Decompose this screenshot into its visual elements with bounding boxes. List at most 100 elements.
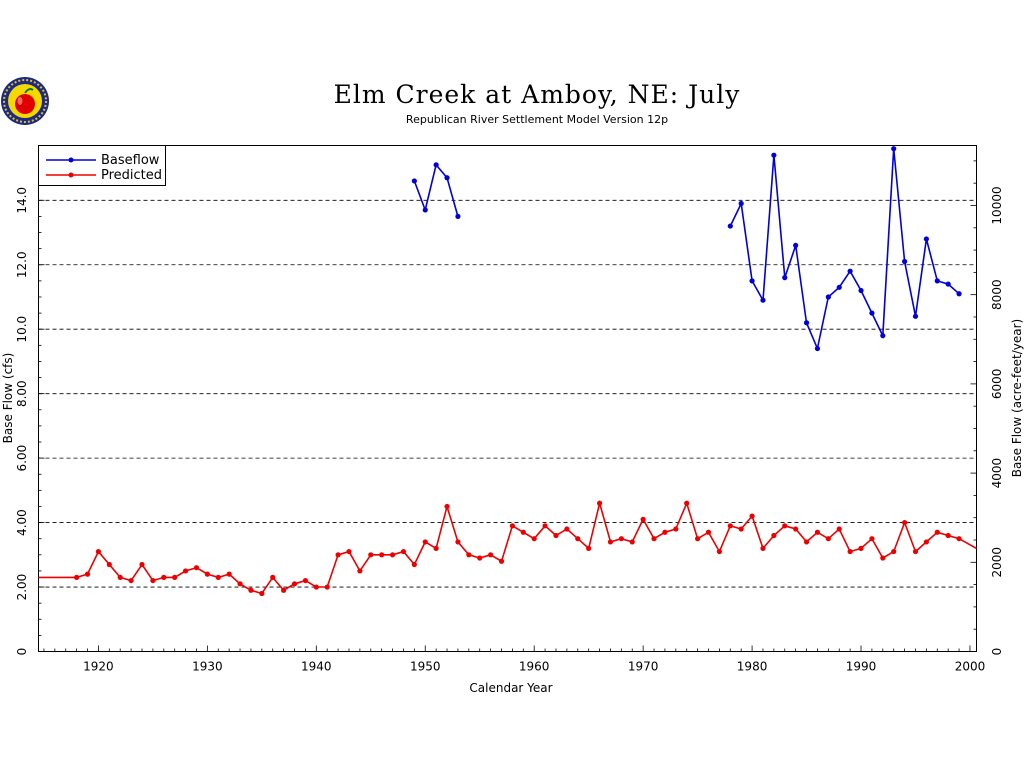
x-tick-label: 2000 — [955, 660, 986, 674]
data-point-baseflow — [782, 275, 788, 281]
data-point-predicted — [95, 548, 102, 555]
grid-lines — [38, 199, 977, 588]
y-axis-right: 0 2000 4000 6000 8000 10000 — [970, 160, 1004, 655]
data-point-predicted — [695, 536, 701, 542]
data-point-predicted — [335, 552, 341, 558]
data-point-predicted — [880, 555, 886, 561]
chart-title: Elm Creek at Amboy, NE: July — [334, 80, 741, 109]
y-tick-label: 14.0 — [15, 187, 29, 214]
data-point-baseflow — [411, 178, 417, 184]
data-point-predicted — [226, 571, 232, 577]
data-point-baseflow — [814, 345, 821, 352]
legend: Baseflow Predicted — [38, 145, 166, 186]
x-tick-label: 1920 — [83, 660, 114, 674]
data-point-predicted — [302, 577, 309, 584]
data-point-predicted — [891, 548, 897, 555]
data-point-predicted — [368, 552, 374, 558]
data-point-predicted — [793, 526, 799, 532]
data-point-predicted — [433, 545, 439, 551]
data-point-baseflow — [901, 258, 908, 265]
data-point-predicted — [411, 561, 417, 568]
data-point-predicted — [651, 536, 657, 542]
data-point-predicted — [150, 577, 156, 584]
data-point-predicted — [291, 581, 298, 587]
legend-label-baseflow: Baseflow — [101, 153, 160, 168]
data-point-predicted — [128, 577, 134, 584]
data-point-predicted — [738, 526, 744, 532]
y2-tick-label: 8000 — [990, 279, 1004, 310]
data-point-predicted — [422, 539, 428, 545]
data-point-baseflow — [455, 213, 461, 220]
legend-marker-predicted — [68, 172, 74, 178]
data-point-predicted — [389, 552, 396, 558]
data-point-predicted — [716, 548, 722, 555]
data-point-baseflow — [869, 310, 875, 316]
data-point-predicted — [324, 584, 330, 590]
data-point-baseflow — [825, 294, 831, 300]
data-point-predicted — [455, 539, 461, 545]
data-point-predicted — [869, 536, 875, 542]
data-point-predicted — [139, 561, 145, 568]
data-point-predicted — [814, 529, 821, 535]
data-point-predicted — [858, 545, 864, 551]
legend-label-predicted: Predicted — [101, 168, 162, 183]
data-point-predicted — [923, 539, 929, 545]
data-point-baseflow — [912, 313, 919, 319]
chart-subtitle: Republican River Settlement Model Versio… — [406, 113, 668, 126]
data-point-baseflow — [444, 175, 450, 181]
data-point-predicted — [901, 519, 908, 526]
data-point-predicted — [727, 523, 733, 529]
data-point-predicted — [618, 536, 624, 542]
series-baseflow — [411, 146, 962, 352]
data-point-predicted — [553, 532, 559, 539]
data-point-predicted — [629, 539, 635, 545]
series-predicted — [38, 500, 977, 597]
data-point-predicted — [531, 536, 537, 542]
data-point-predicted — [477, 555, 483, 561]
data-point-predicted — [749, 513, 755, 519]
data-point-baseflow — [880, 333, 886, 339]
data-point-predicted — [847, 548, 853, 555]
data-point-predicted — [74, 574, 80, 580]
data-point-predicted — [106, 561, 112, 568]
y-tick-label: 4.00 — [15, 509, 29, 536]
data-point-predicted — [912, 548, 919, 555]
data-point-baseflow — [793, 242, 799, 249]
data-point-baseflow — [771, 152, 777, 158]
data-point-predicted — [270, 574, 276, 580]
data-point-predicted — [934, 529, 940, 535]
data-point-predicted — [705, 529, 712, 535]
data-point-predicted — [281, 587, 287, 593]
x-tick-label: 1960 — [519, 660, 550, 674]
data-point-predicted — [564, 526, 570, 532]
data-point-predicted — [444, 503, 450, 510]
data-point-predicted — [172, 574, 178, 580]
x-tick-label: 1930 — [192, 660, 223, 674]
data-point-predicted — [673, 526, 679, 532]
data-point-baseflow — [956, 291, 962, 297]
data-point-predicted — [596, 500, 603, 506]
data-point-predicted — [400, 548, 407, 555]
data-point-baseflow — [749, 278, 755, 284]
data-point-predicted — [379, 552, 385, 558]
data-point-predicted — [575, 536, 581, 542]
data-point-predicted — [84, 571, 91, 577]
data-point-predicted — [161, 574, 167, 580]
data-point-baseflow — [433, 162, 439, 168]
y-axis-label-right: Base Flow (acre-feet/year) — [1010, 319, 1024, 477]
data-point-predicted — [662, 529, 668, 535]
data-point-predicted — [684, 500, 690, 506]
x-axis: 1920 1930 1940 1950 1960 1970 1980 1990 2000 — [43, 645, 986, 674]
data-point-predicted — [313, 584, 319, 590]
data-point-predicted — [259, 590, 265, 597]
data-point-predicted — [945, 532, 951, 539]
data-point-predicted — [182, 568, 189, 574]
data-point-predicted — [771, 532, 777, 539]
data-point-predicted — [520, 529, 526, 535]
y2-tick-label: 4000 — [990, 458, 1004, 489]
data-point-baseflow — [803, 320, 810, 326]
data-point-predicted — [498, 558, 505, 564]
data-point-baseflow — [891, 146, 897, 152]
x-tick-label: 1940 — [301, 660, 332, 674]
